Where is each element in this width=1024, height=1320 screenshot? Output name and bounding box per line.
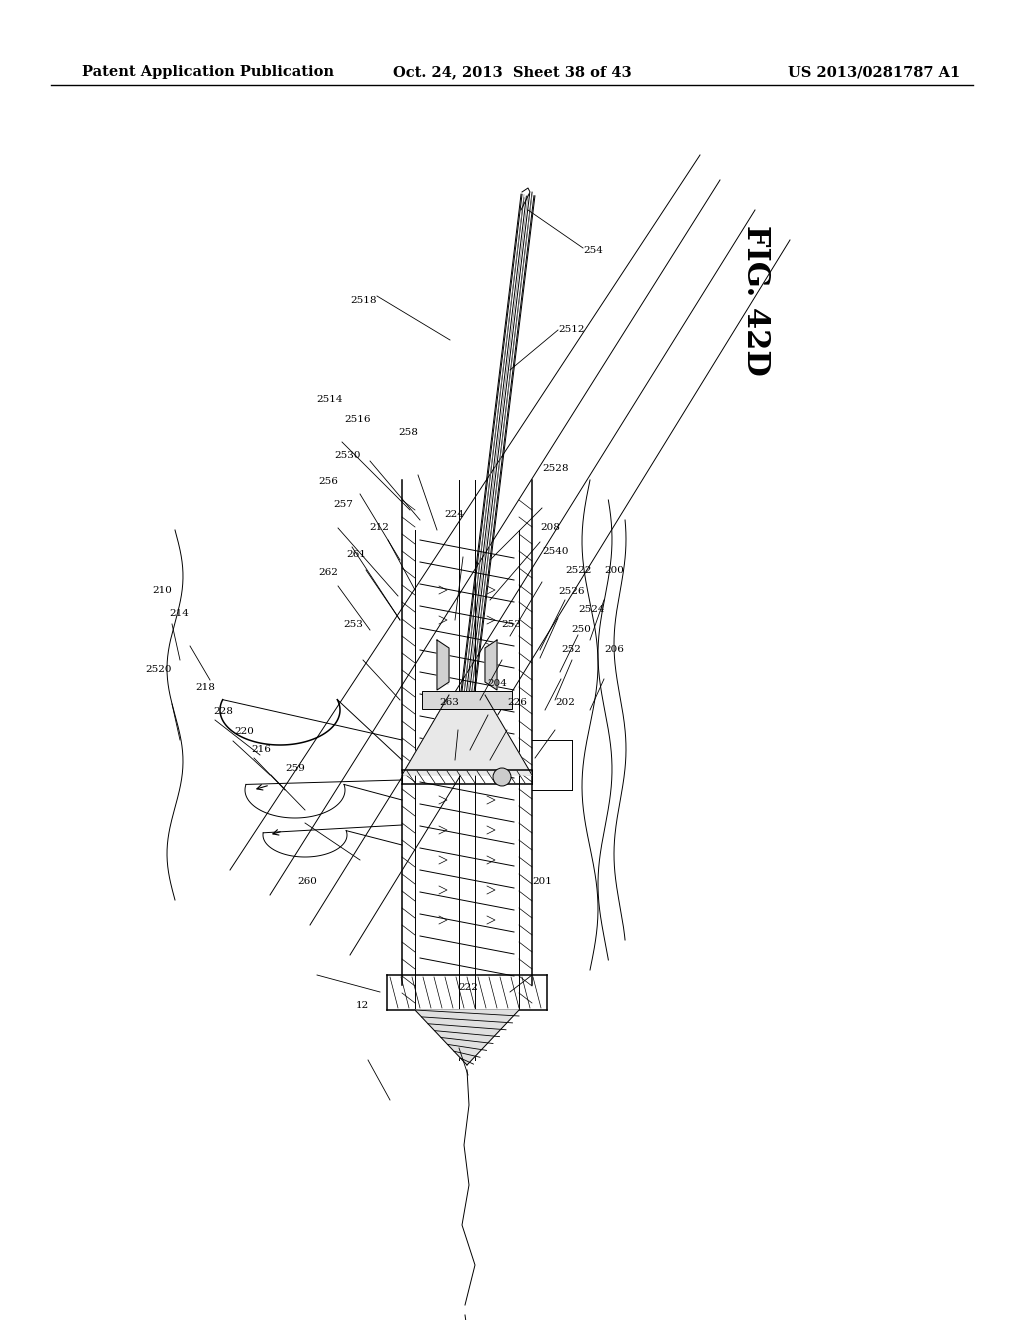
Text: 257: 257 (334, 500, 353, 508)
Text: 210: 210 (153, 586, 172, 594)
Text: 2520: 2520 (145, 665, 172, 673)
Text: 216: 216 (252, 746, 271, 754)
Polygon shape (402, 696, 532, 775)
Text: 226: 226 (507, 698, 526, 706)
Text: 250: 250 (571, 626, 591, 634)
Text: 228: 228 (214, 708, 233, 715)
Text: 2540: 2540 (543, 548, 569, 556)
Text: 253: 253 (502, 620, 521, 628)
Text: 256: 256 (318, 478, 338, 486)
Text: 2518: 2518 (350, 297, 377, 305)
Polygon shape (415, 1010, 519, 1065)
Text: 261: 261 (347, 550, 367, 558)
Polygon shape (485, 640, 497, 690)
Text: 253: 253 (344, 620, 364, 628)
Text: 2528: 2528 (543, 465, 569, 473)
Text: 252: 252 (561, 645, 581, 653)
Text: 202: 202 (555, 698, 574, 706)
Text: 2516: 2516 (344, 416, 371, 424)
Text: 208: 208 (541, 524, 560, 532)
Text: 12: 12 (355, 1002, 369, 1010)
Text: 214: 214 (170, 610, 189, 618)
Text: 260: 260 (298, 878, 317, 886)
Circle shape (493, 768, 511, 785)
Text: 2514: 2514 (316, 396, 343, 404)
Text: FIG. 42D: FIG. 42D (740, 224, 771, 375)
Text: 259: 259 (286, 764, 305, 772)
Text: US 2013/0281787 A1: US 2013/0281787 A1 (787, 65, 961, 79)
Text: 254: 254 (584, 247, 603, 255)
Bar (422, 690, 512, 709)
Text: 2524: 2524 (579, 606, 605, 614)
Text: 220: 220 (234, 727, 254, 735)
Text: 224: 224 (444, 511, 464, 519)
Text: 2522: 2522 (565, 566, 592, 574)
Text: 2526: 2526 (558, 587, 585, 595)
Text: 212: 212 (370, 524, 389, 532)
Text: 263: 263 (439, 698, 459, 706)
Text: 204: 204 (487, 680, 507, 688)
Text: 222: 222 (459, 983, 478, 991)
Text: Patent Application Publication: Patent Application Publication (82, 65, 334, 79)
Text: 258: 258 (398, 429, 418, 437)
Text: 262: 262 (318, 569, 338, 577)
Text: 2512: 2512 (558, 326, 585, 334)
Polygon shape (437, 640, 449, 690)
Text: 218: 218 (196, 684, 215, 692)
Text: 200: 200 (604, 566, 624, 574)
Text: 2530: 2530 (334, 451, 360, 459)
Text: Oct. 24, 2013  Sheet 38 of 43: Oct. 24, 2013 Sheet 38 of 43 (392, 65, 632, 79)
Text: 206: 206 (604, 645, 624, 653)
Text: 201: 201 (532, 878, 552, 886)
